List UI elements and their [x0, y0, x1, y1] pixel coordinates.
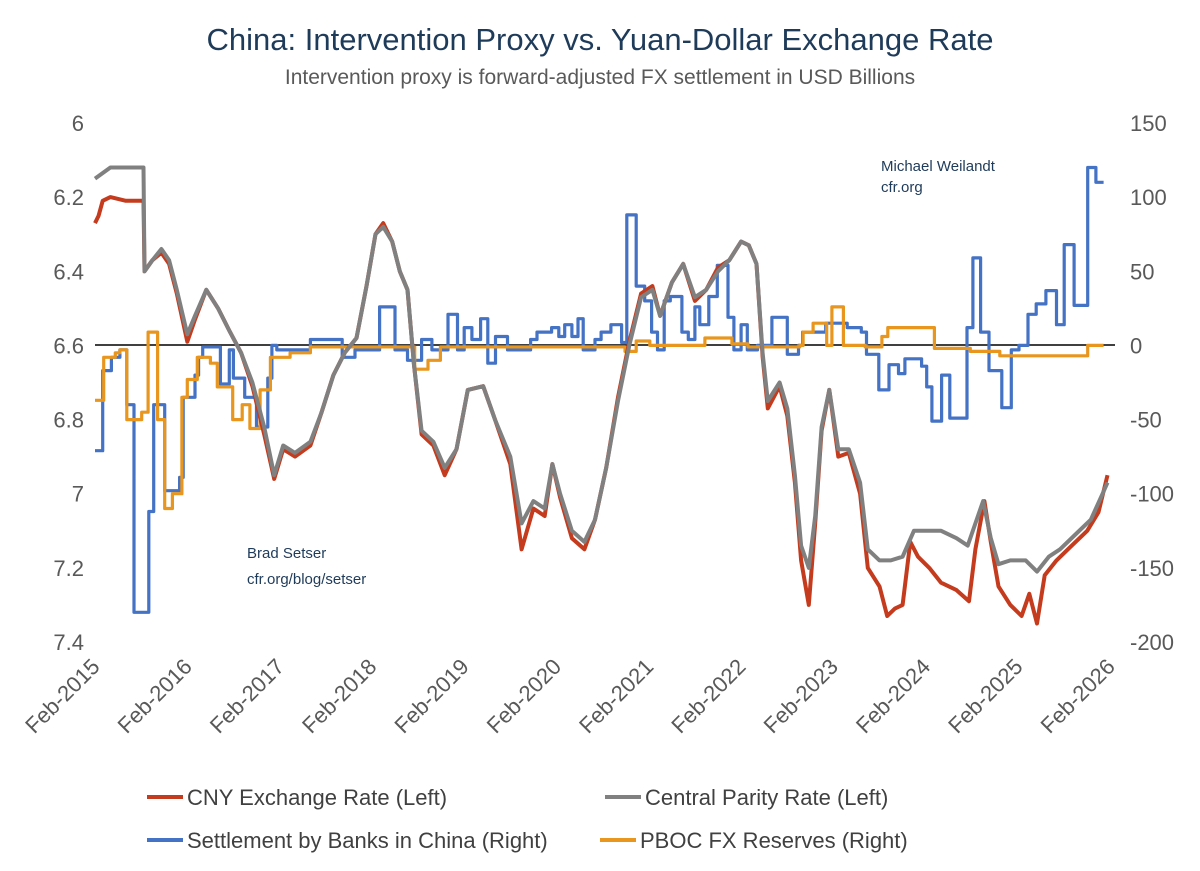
- right-tick-label: 150: [1130, 111, 1167, 136]
- right-tick-label: 100: [1130, 185, 1167, 210]
- x-tick-label: Feb-2018: [297, 654, 381, 738]
- left-tick-label: 7.4: [53, 630, 84, 655]
- left-tick-label: 6.4: [53, 259, 84, 284]
- legend-label: PBOC FX Reserves (Right): [640, 828, 908, 853]
- left-tick-label: 6: [72, 111, 84, 136]
- annotation-cfr: cfr.org: [881, 179, 923, 196]
- x-tick-label: Feb-2021: [574, 654, 658, 738]
- series-line-3: [93, 165, 1110, 574]
- left-tick-label: 6.8: [53, 408, 84, 433]
- legend-label: CNY Exchange Rate (Left): [187, 785, 447, 810]
- right-tick-label: -50: [1130, 408, 1162, 433]
- annotation-brad-setser-url: cfr.org/blog/setser: [247, 571, 366, 588]
- legend-item: Central Parity Rate (Left): [605, 785, 888, 810]
- right-tick-label: 50: [1130, 259, 1154, 284]
- series-line-1: [95, 305, 1104, 511]
- series-group: [93, 165, 1110, 626]
- chart-title: China: Intervention Proxy vs. Yuan-Dolla…: [207, 22, 994, 57]
- series-line-0: [95, 165, 1104, 614]
- x-tick-label: Feb-2025: [943, 654, 1027, 738]
- x-tick-label: Feb-2024: [851, 654, 935, 738]
- right-tick-label: -100: [1130, 482, 1174, 507]
- left-tick-label: 7: [72, 482, 84, 507]
- x-tick-label: Feb-2026: [1036, 654, 1120, 738]
- right-axis: 150 100 50 0 -50 -100 -150 -200: [1130, 111, 1174, 655]
- x-axis: Feb-2015 Feb-2016 Feb-2017 Feb-2018 Feb-2019…: [20, 654, 1120, 738]
- annotation-michael-weilandt: Michael Weilandt: [881, 158, 996, 175]
- legend-item: Settlement by Banks in China (Right): [147, 828, 548, 853]
- x-tick-label: Feb-2019: [389, 654, 473, 738]
- legend-label: Central Parity Rate (Left): [645, 785, 888, 810]
- x-tick-label: Feb-2020: [482, 654, 566, 738]
- right-tick-label: 0: [1130, 333, 1142, 358]
- legend: CNY Exchange Rate (Left) Central Parity R…: [147, 785, 908, 853]
- right-tick-label: -200: [1130, 630, 1174, 655]
- x-tick-label: Feb-2023: [759, 654, 843, 738]
- legend-item: CNY Exchange Rate (Left): [147, 785, 447, 810]
- x-tick-label: Feb-2022: [666, 654, 750, 738]
- annotation-brad-setser: Brad Setser: [247, 545, 326, 562]
- x-tick-label: Feb-2015: [20, 654, 104, 738]
- legend-label: Settlement by Banks in China (Right): [187, 828, 548, 853]
- left-tick-label: 6.2: [53, 185, 84, 210]
- x-tick-label: Feb-2017: [205, 654, 289, 738]
- x-tick-label: Feb-2016: [113, 654, 197, 738]
- left-axis: 6 6.2 6.4 6.6 6.8 7 7.2 7.4: [53, 111, 84, 655]
- left-tick-label: 7.2: [53, 556, 84, 581]
- chart-subtitle: Intervention proxy is forward-adjusted F…: [285, 66, 915, 89]
- legend-item: PBOC FX Reserves (Right): [600, 828, 908, 853]
- left-tick-label: 6.6: [53, 333, 84, 358]
- right-tick-label: -150: [1130, 556, 1174, 581]
